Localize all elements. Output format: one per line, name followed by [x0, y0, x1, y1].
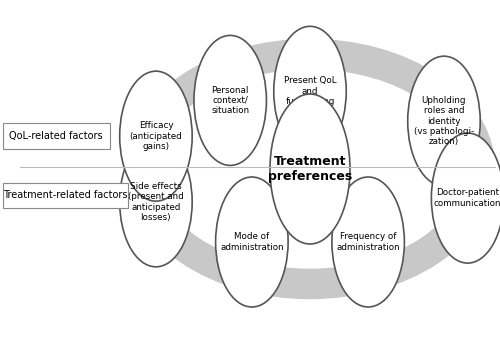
FancyBboxPatch shape: [2, 123, 110, 149]
Ellipse shape: [120, 71, 192, 201]
Text: Side effects
(present and
anticipated
losses): Side effects (present and anticipated lo…: [128, 182, 184, 222]
Text: QoL-related factors: QoL-related factors: [10, 131, 103, 141]
Ellipse shape: [194, 35, 266, 165]
Ellipse shape: [332, 177, 404, 307]
Text: Doctor-patient
communication: Doctor-patient communication: [434, 188, 500, 208]
Text: Treatment
preferences: Treatment preferences: [268, 155, 352, 183]
Text: Treatment-related factors: Treatment-related factors: [3, 190, 127, 200]
Text: Frequency of
administration: Frequency of administration: [336, 232, 400, 252]
FancyBboxPatch shape: [2, 183, 128, 208]
Text: Upholding
roles and
identity
(vs pathologi-
zation): Upholding roles and identity (vs patholo…: [414, 96, 474, 146]
Ellipse shape: [274, 26, 346, 156]
Text: Mode of
administration: Mode of administration: [220, 232, 284, 252]
Ellipse shape: [216, 177, 288, 307]
Text: Personal
context/
situation: Personal context/ situation: [211, 86, 250, 115]
Text: Efficacy
(anticipated
gains): Efficacy (anticipated gains): [130, 121, 182, 151]
Ellipse shape: [120, 137, 192, 267]
Text: Present QoL
and
functioning: Present QoL and functioning: [284, 76, 337, 106]
Ellipse shape: [408, 56, 480, 186]
Ellipse shape: [270, 94, 350, 244]
Ellipse shape: [432, 133, 500, 263]
